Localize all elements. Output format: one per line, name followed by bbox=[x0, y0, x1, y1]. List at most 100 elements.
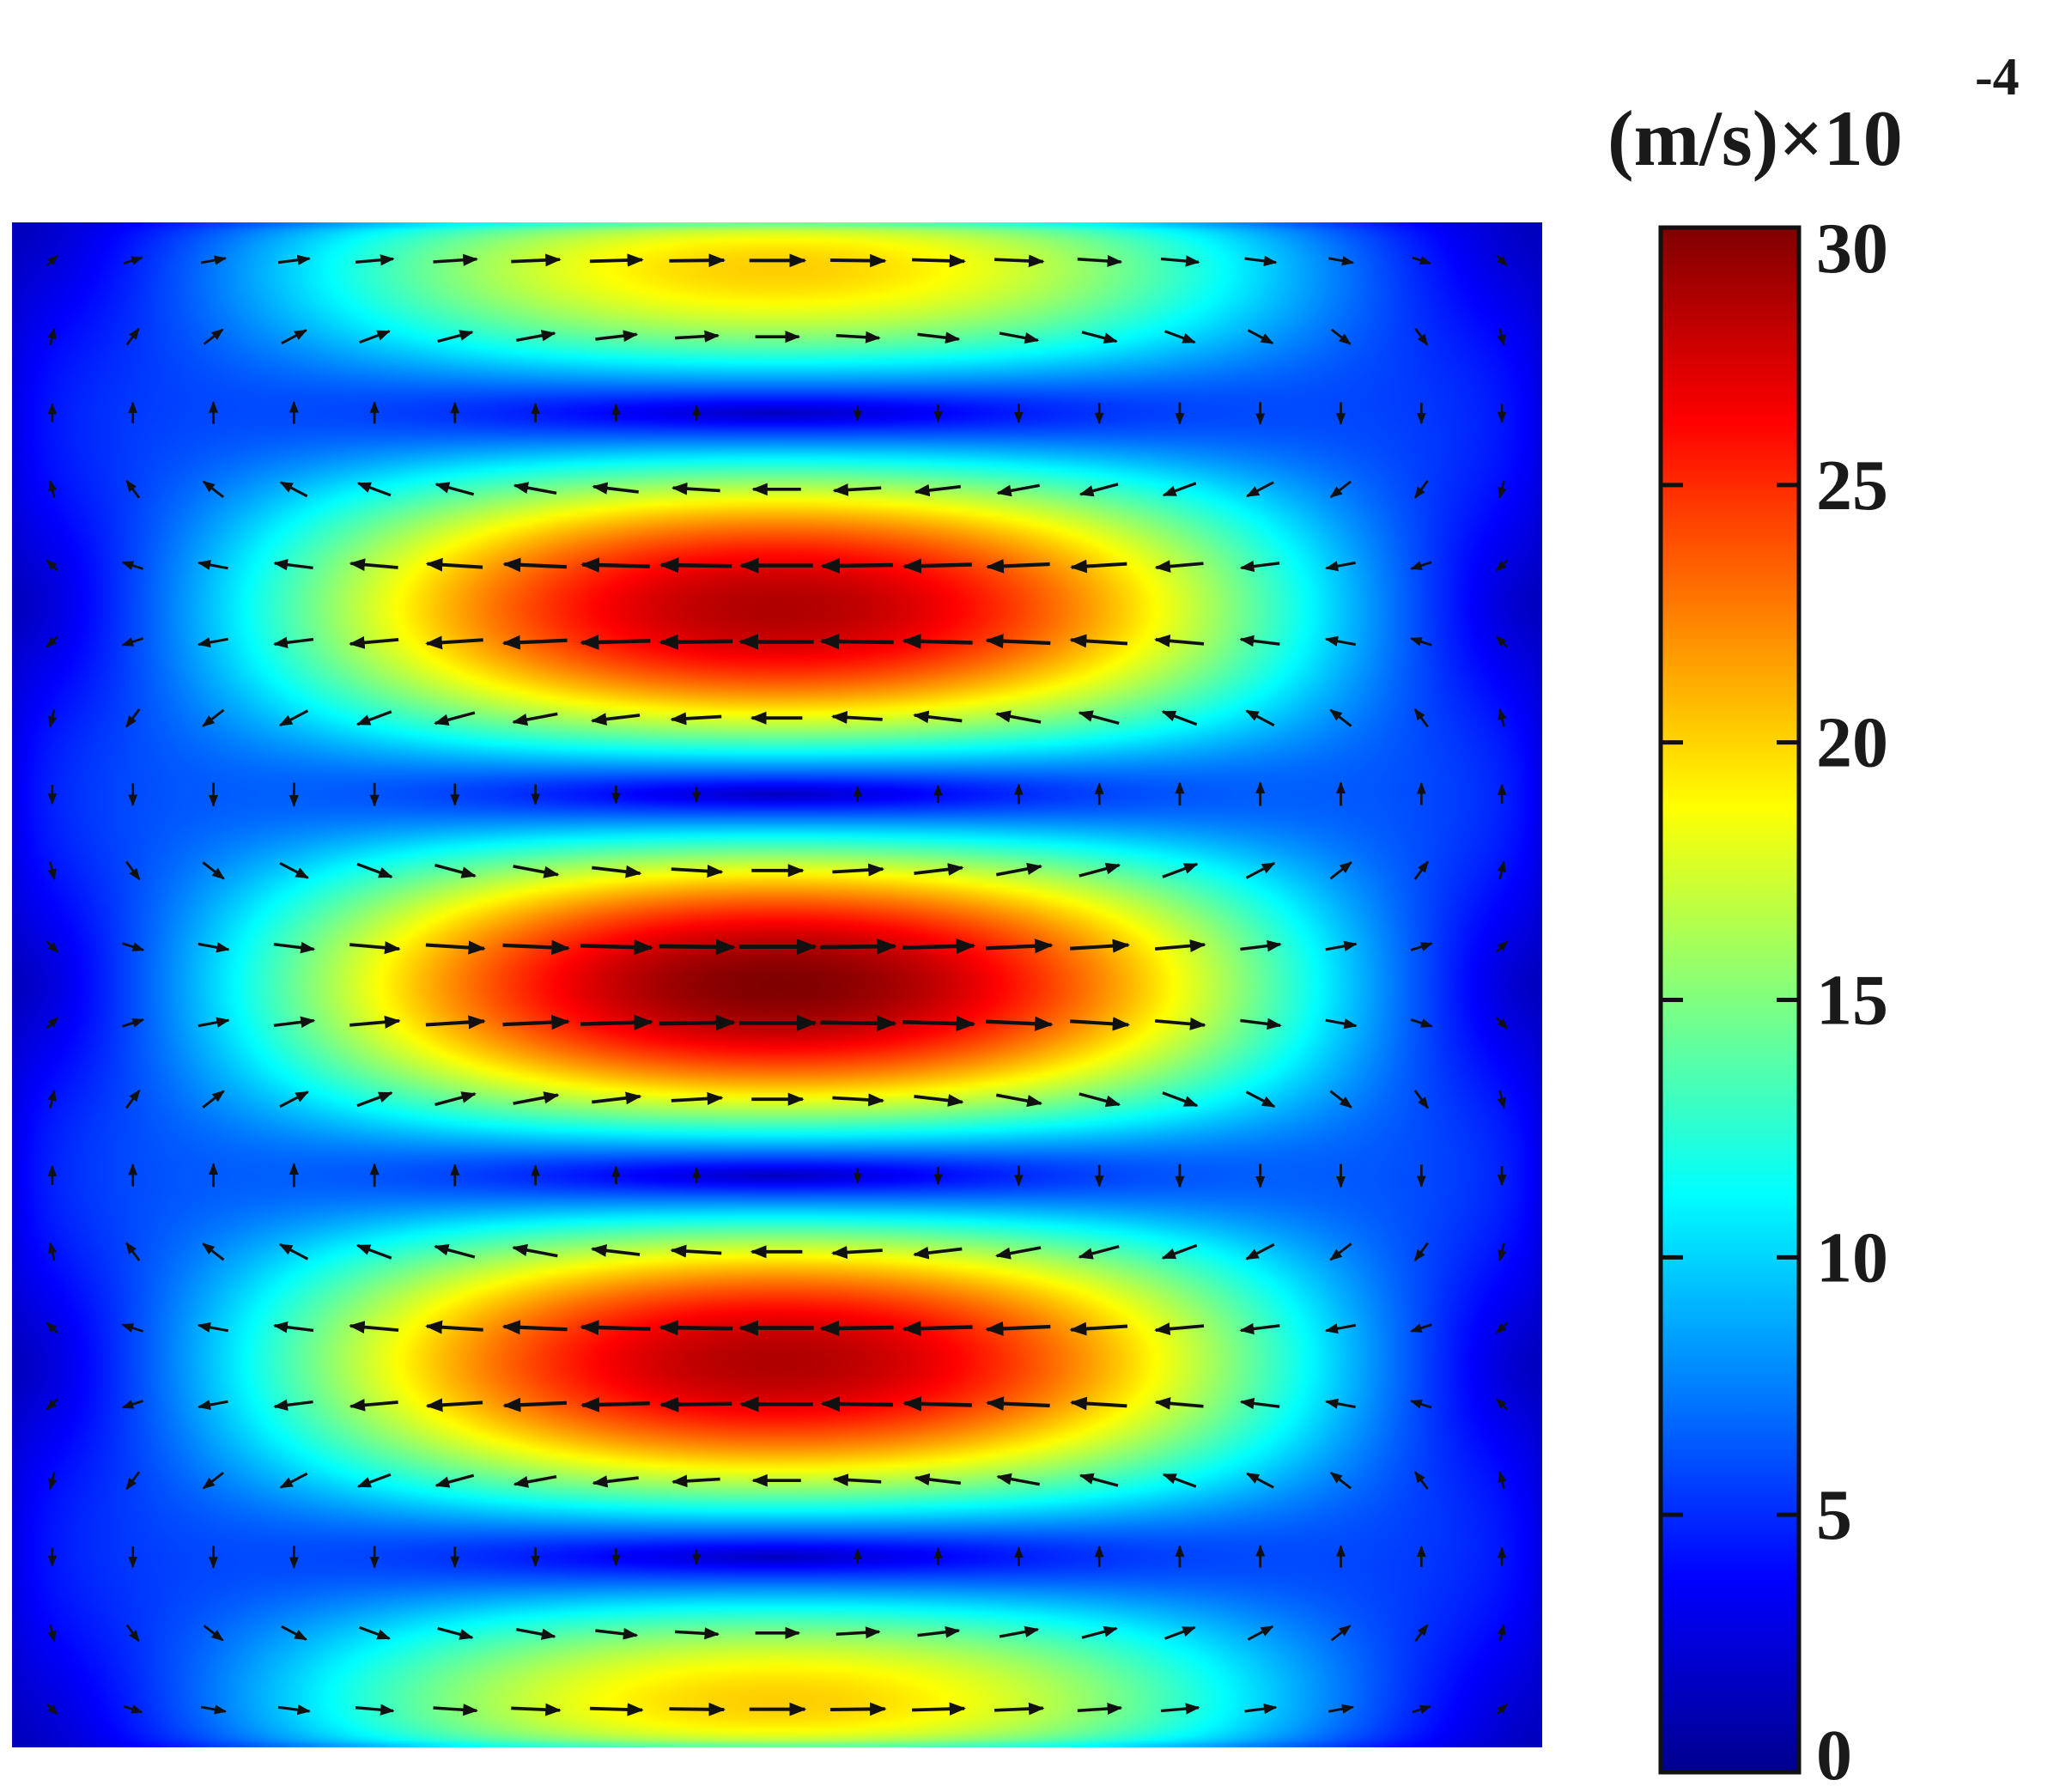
velocity-arrow bbox=[1079, 1473, 1119, 1487]
velocity-arrow bbox=[434, 711, 476, 726]
velocity-arrow bbox=[502, 557, 567, 573]
velocity-arrow bbox=[994, 710, 1042, 724]
velocity-arrow bbox=[349, 558, 398, 571]
velocity-arrow bbox=[1496, 559, 1509, 572]
velocity-arrow bbox=[1069, 559, 1127, 574]
velocity-arrow bbox=[829, 1702, 887, 1716]
velocity-arrow bbox=[820, 939, 897, 955]
velocity-arrow bbox=[197, 637, 228, 648]
velocity-arrow bbox=[125, 1089, 141, 1109]
velocity-arrow bbox=[1412, 256, 1432, 265]
velocity-arrow bbox=[437, 330, 474, 343]
velocity-arrow bbox=[515, 330, 556, 343]
velocity-arrow bbox=[202, 1090, 225, 1109]
velocity-arrow bbox=[1161, 710, 1198, 726]
velocity-arrow bbox=[986, 558, 1050, 574]
velocity-arrow bbox=[1162, 1091, 1199, 1108]
velocity-arrow bbox=[580, 557, 650, 573]
velocity-arrow bbox=[832, 1473, 882, 1486]
velocity-arrow bbox=[502, 939, 570, 956]
velocity-arrow bbox=[1330, 1625, 1352, 1642]
velocity-arrow bbox=[985, 634, 1051, 649]
velocity-arrow bbox=[1081, 1625, 1118, 1639]
velocity-arrow bbox=[589, 1703, 644, 1716]
velocity-arrow bbox=[125, 479, 141, 499]
velocity-arrow bbox=[1496, 254, 1508, 267]
velocity-arrow bbox=[197, 1321, 228, 1333]
velocity-arrow bbox=[1078, 710, 1120, 726]
velocity-arrow bbox=[356, 862, 393, 878]
velocity-arrow bbox=[349, 1399, 398, 1412]
velocity-arrow bbox=[1154, 939, 1206, 953]
velocity-arrow bbox=[277, 254, 311, 266]
velocity-arrow bbox=[1069, 1396, 1127, 1411]
velocity-arrow bbox=[200, 1704, 228, 1715]
velocity-arrow bbox=[580, 1320, 651, 1335]
velocity-arrow bbox=[580, 635, 651, 650]
velocity-arrow bbox=[513, 865, 560, 878]
velocity-arrow bbox=[511, 1703, 562, 1716]
velocity-arrow bbox=[512, 712, 558, 726]
velocity-arrow bbox=[1081, 331, 1118, 344]
velocity-arrow bbox=[121, 1400, 144, 1409]
velocity-arrow bbox=[272, 1321, 314, 1333]
velocity-arrow bbox=[675, 1627, 720, 1640]
velocity-arrow bbox=[999, 1625, 1040, 1638]
velocity-arrow bbox=[1070, 939, 1131, 953]
colorbar-unit-label: (m/s)×10 bbox=[1607, 94, 1903, 182]
velocity-arrow bbox=[1413, 708, 1429, 728]
velocity-arrow bbox=[832, 483, 882, 496]
velocity-arrow bbox=[595, 330, 639, 343]
velocity-arrow bbox=[437, 1626, 474, 1640]
velocity-arrow bbox=[1164, 1625, 1196, 1640]
colorbar-tick-label: 5 bbox=[1816, 1475, 1852, 1555]
velocity-arrow bbox=[1069, 1321, 1128, 1336]
velocity-arrow bbox=[592, 482, 639, 495]
velocity-arrow bbox=[1079, 1092, 1121, 1108]
velocity-arrow bbox=[122, 1018, 145, 1028]
velocity-arrow bbox=[589, 253, 644, 267]
velocity-arrow bbox=[511, 253, 562, 267]
velocity-arrow bbox=[1154, 1397, 1204, 1410]
velocity-arrow bbox=[912, 1702, 967, 1716]
velocity-arrow bbox=[1413, 1471, 1429, 1490]
velocity-arrow bbox=[425, 1398, 483, 1412]
velocity-arrow bbox=[203, 328, 224, 345]
velocity-arrow bbox=[1245, 1090, 1276, 1109]
velocity-arrow bbox=[902, 633, 973, 649]
velocity-arrow bbox=[121, 561, 144, 570]
velocity-arrow bbox=[278, 1242, 309, 1261]
velocity-arrow bbox=[1164, 330, 1196, 344]
velocity-arrow bbox=[835, 331, 881, 343]
velocity-arrow bbox=[281, 1625, 307, 1641]
velocity-arrow bbox=[48, 1472, 58, 1491]
velocity-arrow bbox=[46, 559, 58, 572]
velocity-arrow bbox=[273, 559, 313, 571]
velocity-arrow bbox=[349, 636, 399, 649]
velocity-arrow bbox=[1413, 1090, 1430, 1109]
velocity-arrow bbox=[279, 1472, 308, 1489]
velocity-arrow bbox=[1329, 861, 1352, 880]
velocity-arrow bbox=[356, 1091, 393, 1108]
velocity-arrow bbox=[1078, 1244, 1120, 1260]
velocity-arrow bbox=[1413, 480, 1429, 499]
velocity-arrow bbox=[820, 1396, 893, 1412]
velocity-arrow bbox=[197, 1400, 228, 1411]
velocity-arrow bbox=[1070, 1017, 1131, 1031]
velocity-arrow bbox=[995, 1093, 1043, 1108]
velocity-arrow bbox=[1497, 328, 1506, 346]
colorbar-tick-label: 15 bbox=[1816, 961, 1888, 1041]
heatmap-image bbox=[12, 222, 1542, 1747]
velocity-arrow bbox=[433, 253, 478, 266]
colorbar: 0 5 10 15 20 25 30 (m/s)×10 -4 bbox=[1607, 48, 2020, 1786]
velocity-arrow bbox=[986, 1016, 1054, 1031]
velocity-arrow bbox=[273, 941, 316, 954]
velocity-arrow bbox=[835, 1626, 881, 1639]
velocity-arrow bbox=[1410, 561, 1432, 570]
velocity-arrow bbox=[917, 1625, 961, 1638]
velocity-arrow bbox=[1410, 942, 1433, 951]
velocity-arrow bbox=[202, 480, 224, 499]
velocity-arrow bbox=[433, 1704, 478, 1716]
velocity-arrow bbox=[197, 1017, 230, 1028]
velocity-arrow bbox=[1239, 1397, 1280, 1410]
